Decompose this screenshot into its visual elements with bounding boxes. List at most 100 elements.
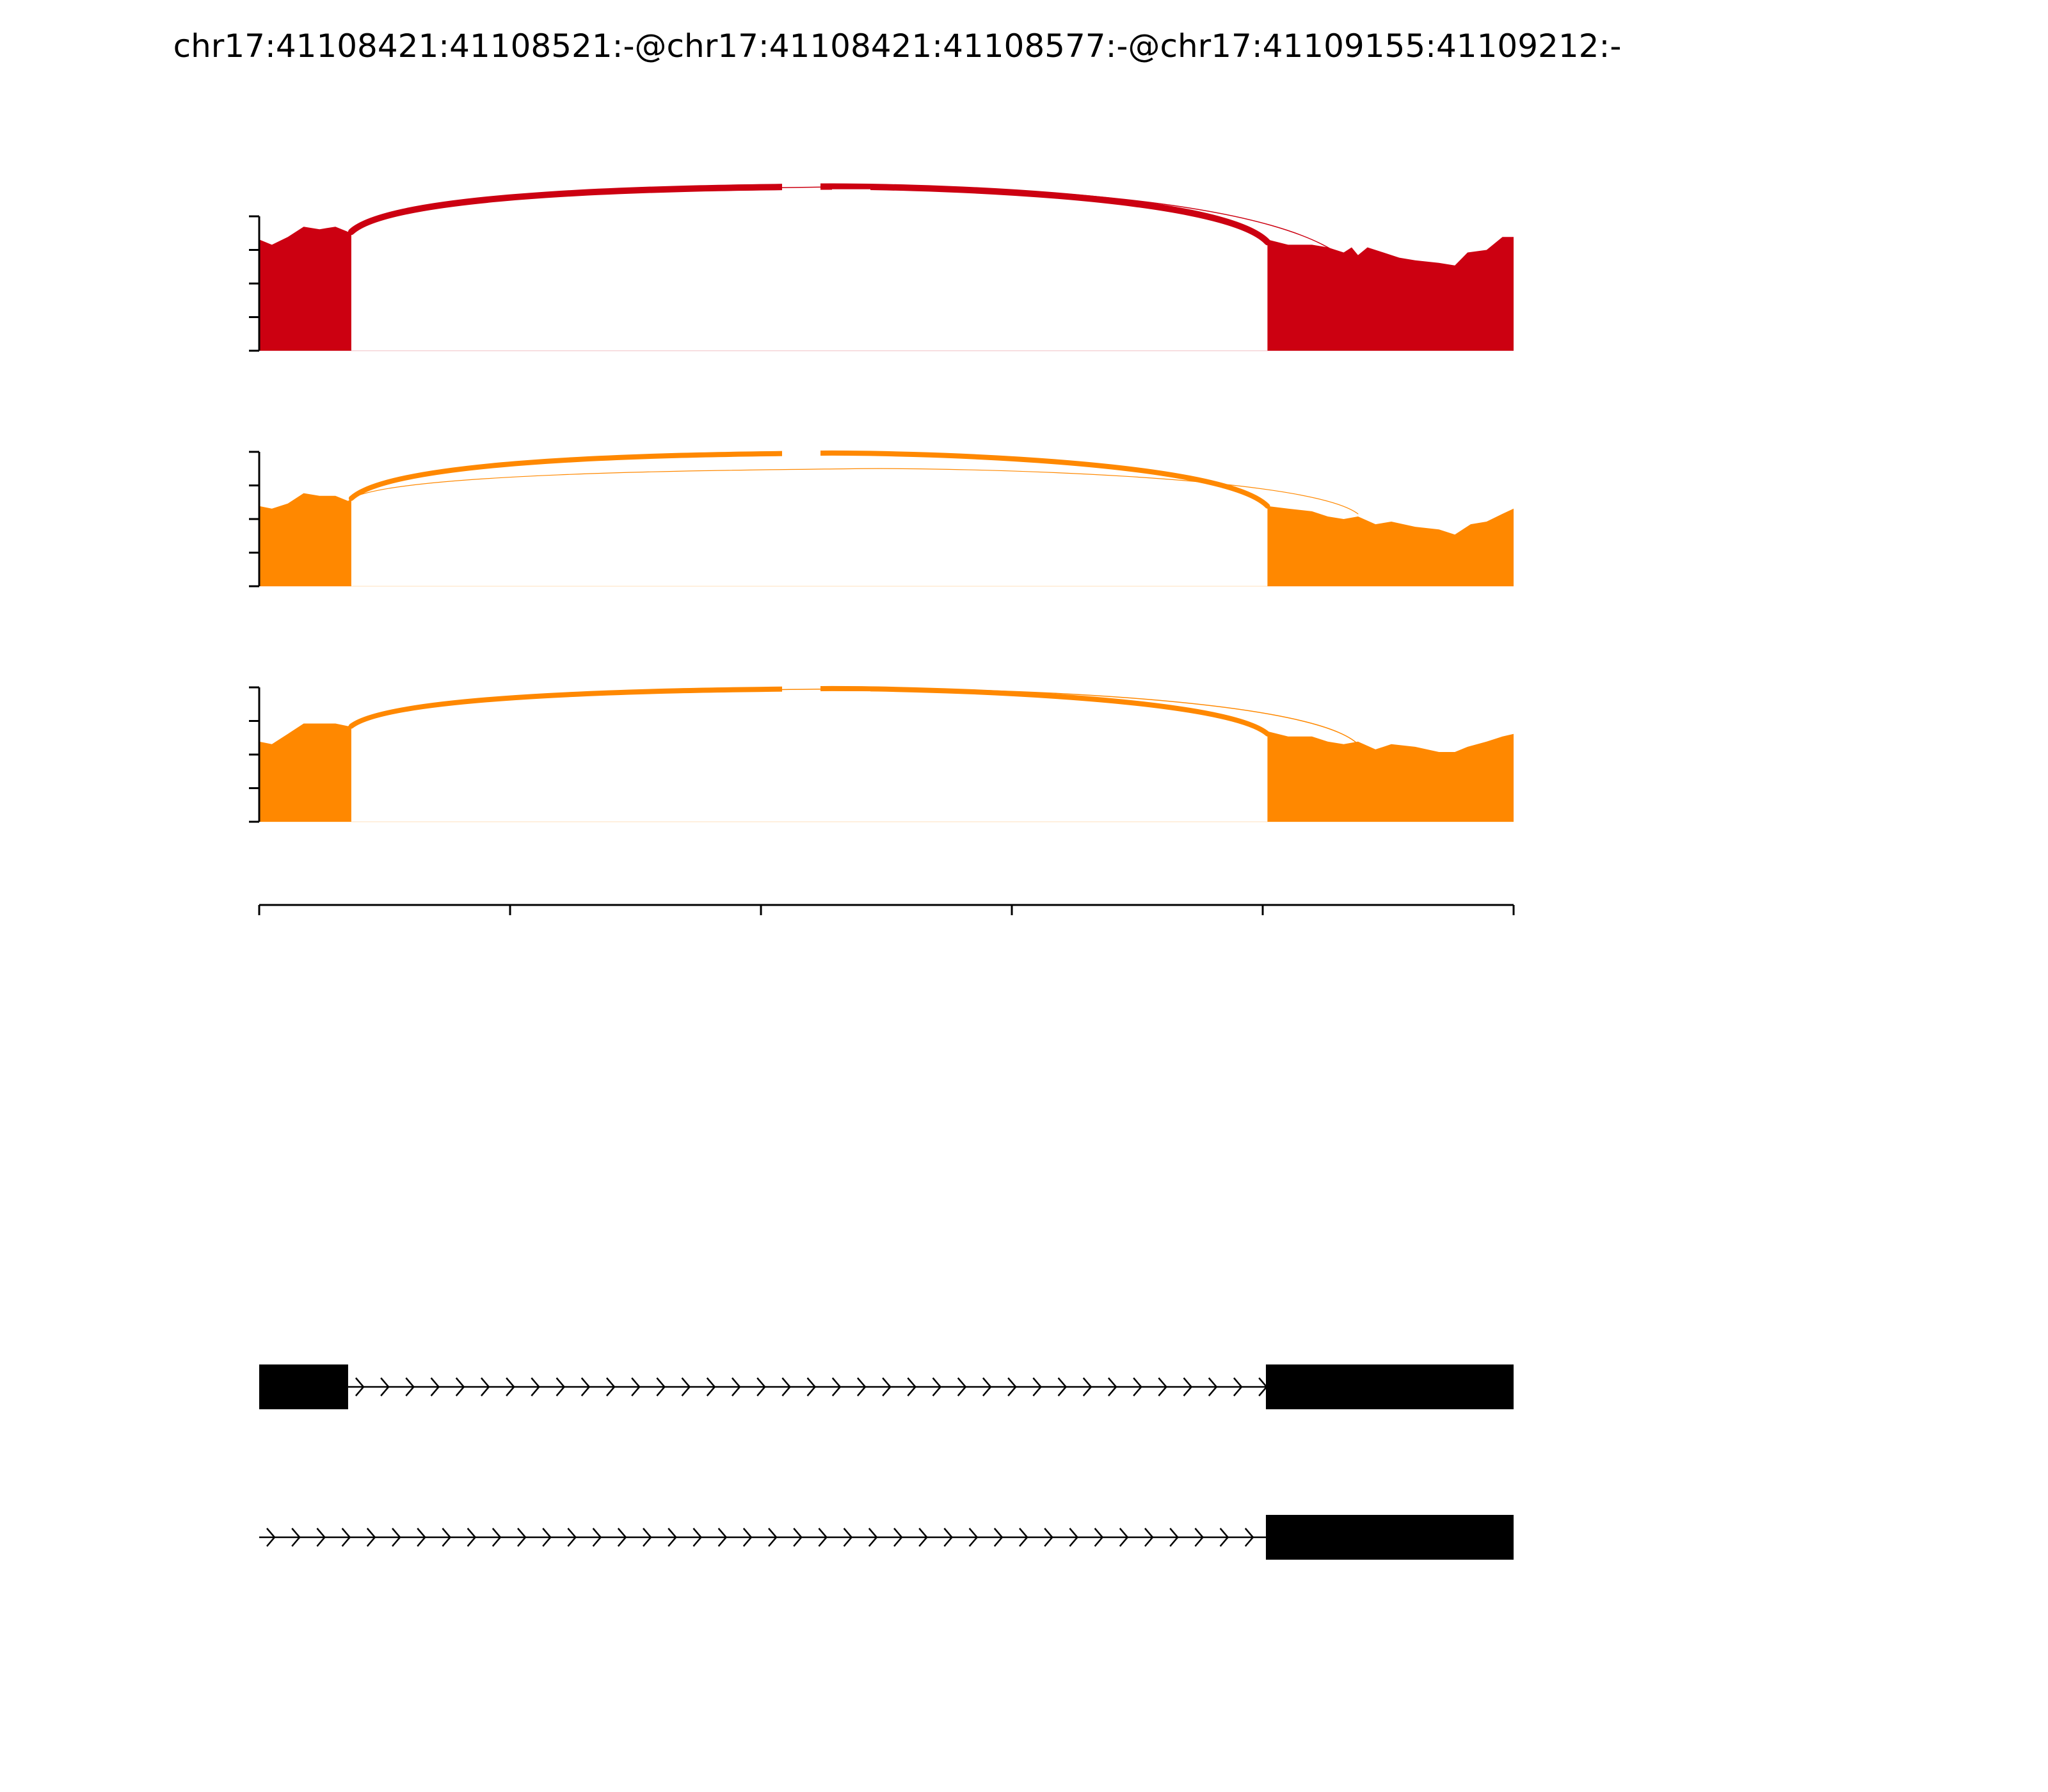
strand-arrow-icon xyxy=(580,1377,591,1396)
strand-arrow-icon xyxy=(742,1528,753,1547)
strand-arrow-icon xyxy=(793,1528,803,1547)
strand-arrow-icon xyxy=(531,1377,540,1396)
junction-arc xyxy=(351,186,1359,274)
strand-arrow-icon xyxy=(1144,1528,1154,1547)
strand-arrow-icon xyxy=(968,1528,979,1547)
exon-block xyxy=(259,1364,348,1409)
strand-arrow-icon xyxy=(993,1528,1004,1547)
strand-arrow-icon xyxy=(1057,1377,1068,1396)
strand-arrow-icon xyxy=(1107,1377,1117,1396)
strand-arrow-icon xyxy=(266,1528,276,1547)
strand-arrow-icon xyxy=(1183,1377,1193,1396)
strand-arrow-icon xyxy=(768,1528,778,1547)
strand-arrow-icon xyxy=(756,1377,766,1396)
strand-arrow-icon xyxy=(806,1377,817,1396)
transcript-2 xyxy=(259,1515,1514,1560)
strand-arrow-icon xyxy=(1233,1377,1243,1396)
junction-count-bg xyxy=(782,682,820,701)
panel-1 xyxy=(249,180,1514,352)
strand-arrow-icon xyxy=(1219,1528,1229,1547)
junction-count-bg xyxy=(782,180,820,198)
strand-arrow-icon xyxy=(656,1377,666,1396)
strand-arrow-icon xyxy=(417,1528,426,1547)
strand-arrow-icon xyxy=(868,1528,878,1547)
strand-arrow-icon xyxy=(316,1528,326,1547)
exon-block xyxy=(1265,1364,1514,1409)
page-title: chr17:41108421:41108521:-@chr17:41108421… xyxy=(173,28,1622,65)
strand-arrow-icon xyxy=(1044,1528,1053,1547)
junction-count-bg xyxy=(782,447,820,465)
strand-arrow-icon xyxy=(1244,1528,1254,1547)
strand-arrow-icon xyxy=(430,1377,440,1396)
strand-arrow-icon xyxy=(1007,1377,1017,1396)
strand-arrow-icon xyxy=(592,1528,602,1547)
strand-arrow-icon xyxy=(492,1528,502,1547)
strand-arrow-icon xyxy=(567,1528,577,1547)
strand-arrow-icon xyxy=(882,1377,892,1396)
strand-arrow-icon xyxy=(1208,1377,1218,1396)
strand-arrow-icon xyxy=(731,1377,741,1396)
strand-arrow-icon xyxy=(932,1377,942,1396)
strand-arrow-icon xyxy=(843,1528,853,1547)
strand-arrow-icon xyxy=(1082,1377,1092,1396)
strand-arrow-icon xyxy=(556,1377,566,1396)
strand-arrow-icon xyxy=(831,1377,842,1396)
strand-arrow-icon xyxy=(366,1528,376,1547)
coverage-area xyxy=(259,227,1514,351)
strand-arrow-icon xyxy=(1133,1377,1142,1396)
x-axis xyxy=(258,904,1515,915)
transcript-1 xyxy=(259,1364,1514,1409)
strand-arrow-icon xyxy=(1169,1528,1179,1547)
strand-arrow-icon xyxy=(856,1377,867,1396)
strand-arrow-icon xyxy=(918,1528,928,1547)
strand-arrow-icon xyxy=(957,1377,967,1396)
junction-count-bg xyxy=(832,691,870,710)
strand-arrow-icon xyxy=(943,1528,954,1547)
strand-arrow-icon xyxy=(341,1528,351,1547)
junction-arc xyxy=(351,688,1359,745)
strand-arrow-icon xyxy=(1019,1528,1028,1547)
strand-arrow-icon xyxy=(907,1377,916,1396)
panel-2 xyxy=(249,447,1514,588)
exon-block xyxy=(1265,1515,1514,1560)
coverage-panels xyxy=(249,180,1514,823)
strand-arrow-icon xyxy=(455,1377,465,1396)
strand-arrow-icon xyxy=(467,1528,477,1547)
strand-arrow-icon xyxy=(706,1377,716,1396)
strand-arrow-icon xyxy=(1194,1528,1204,1547)
strand-arrow-icon xyxy=(542,1528,552,1547)
strand-arrow-icon xyxy=(442,1528,452,1547)
strand-arrow-icon xyxy=(355,1377,365,1396)
strand-arrow-icon xyxy=(291,1528,301,1547)
strand-arrow-icon xyxy=(781,1377,791,1396)
strand-arrow-icon xyxy=(1158,1377,1167,1396)
strand-arrow-icon xyxy=(717,1528,728,1547)
strand-arrow-icon xyxy=(893,1528,903,1547)
strand-arrow-icon xyxy=(617,1528,627,1547)
strand-arrow-icon xyxy=(1069,1528,1079,1547)
gene-models xyxy=(259,1364,1514,1560)
strand-arrow-icon xyxy=(643,1528,652,1547)
strand-arrow-icon xyxy=(982,1377,992,1396)
strand-arrow-icon xyxy=(517,1528,527,1547)
panel-3 xyxy=(249,682,1514,823)
strand-arrow-icon xyxy=(818,1528,828,1547)
strand-arrow-icon xyxy=(631,1377,641,1396)
coverage-area xyxy=(259,493,1514,586)
strand-arrow-icon xyxy=(480,1377,490,1396)
strand-arrow-icon xyxy=(1119,1528,1129,1547)
strand-arrow-icon xyxy=(506,1377,515,1396)
junction-count-bg xyxy=(832,471,870,490)
coverage-area xyxy=(259,723,1514,822)
junction-count-bg xyxy=(832,189,870,207)
strand-arrow-icon xyxy=(668,1528,677,1547)
junction-arc xyxy=(351,468,1359,515)
strand-arrow-icon xyxy=(605,1377,616,1396)
strand-arrow-icon xyxy=(405,1377,415,1396)
strand-arrow-icon xyxy=(692,1528,703,1547)
strand-arrow-icon xyxy=(380,1377,390,1396)
strand-arrow-icon xyxy=(1032,1377,1042,1396)
strand-arrow-icon xyxy=(392,1528,401,1547)
strand-arrow-icon xyxy=(681,1377,691,1396)
